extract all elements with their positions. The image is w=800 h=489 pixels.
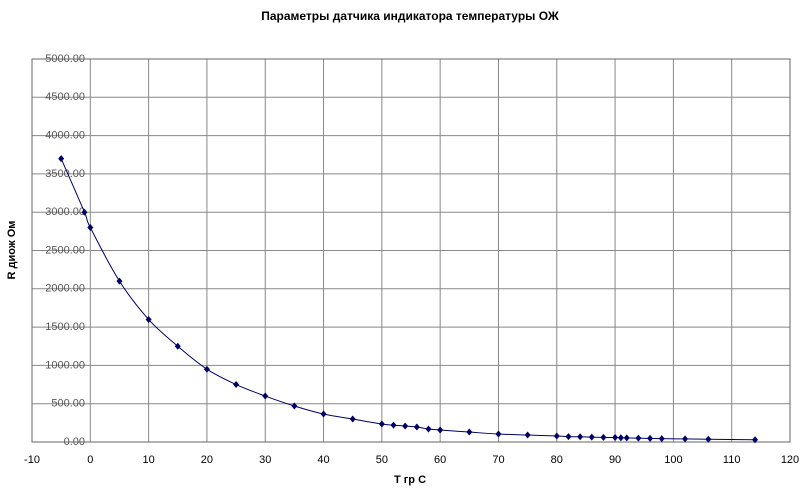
data-point (682, 435, 689, 443)
data-point (291, 402, 298, 410)
data-point (116, 277, 123, 285)
data-point (524, 431, 531, 439)
data-point (623, 434, 630, 442)
x-tick-label: 20 (201, 454, 213, 466)
data-point (635, 434, 642, 442)
data-point (565, 433, 572, 441)
y-tick-label: 4000.00 (45, 130, 85, 142)
x-axis-label: T гр С (394, 474, 426, 486)
x-tick-label: 60 (434, 454, 446, 466)
x-tick-label: 70 (492, 454, 504, 466)
x-tick-label: 40 (317, 454, 329, 466)
data-point (600, 433, 607, 441)
data-point (588, 433, 595, 441)
data-point (466, 428, 473, 436)
data-point (262, 392, 269, 400)
x-tick-label: 100 (664, 454, 682, 466)
x-tick-label: 0 (87, 454, 93, 466)
data-point (174, 342, 181, 350)
data-point (425, 425, 432, 433)
x-tick-label: -10 (24, 454, 40, 466)
data-point (320, 410, 327, 418)
y-tick-label: 2500.00 (45, 244, 85, 256)
data-point (233, 381, 240, 389)
data-point (87, 224, 94, 232)
chart-title: Параметры датчика индикатора температуры… (261, 9, 559, 23)
data-point (612, 434, 619, 442)
data-point (349, 415, 356, 423)
data-point (390, 421, 397, 429)
data-point (617, 434, 624, 442)
x-tick-label: 90 (609, 454, 621, 466)
data-point (495, 430, 502, 438)
y-tick-label: 3000.00 (45, 206, 85, 218)
data-point (58, 155, 65, 163)
trend-line (60, 158, 756, 441)
y-tick-label: 500.00 (51, 398, 85, 410)
y-tick-label: 4500.00 (45, 91, 85, 103)
data-point (81, 208, 88, 216)
plot-border (31, 58, 791, 443)
x-tick-label: 80 (551, 454, 563, 466)
data-point (577, 433, 584, 441)
x-tick-label: 110 (723, 454, 741, 466)
data-point (553, 432, 560, 440)
y-tick-label: 3500.00 (45, 168, 85, 180)
x-tick-label: 30 (259, 454, 271, 466)
data-point (378, 420, 385, 428)
y-tick-label: 2000.00 (45, 283, 85, 295)
data-point (437, 426, 444, 434)
data-point (145, 315, 152, 323)
y-tick-label: 1500.00 (45, 321, 85, 333)
x-tick-label: 120 (781, 454, 799, 466)
data-point (647, 434, 654, 442)
data-point (752, 436, 759, 444)
y-tick-label: 1000.00 (45, 359, 85, 371)
data-point (203, 365, 210, 373)
y-axis-label: R диож Ом (6, 221, 18, 280)
data-point (658, 435, 665, 443)
x-tick-label: 50 (376, 454, 388, 466)
data-point (705, 435, 712, 443)
data-point (413, 423, 420, 431)
x-tick-label: 10 (142, 454, 154, 466)
data-point (402, 422, 409, 430)
